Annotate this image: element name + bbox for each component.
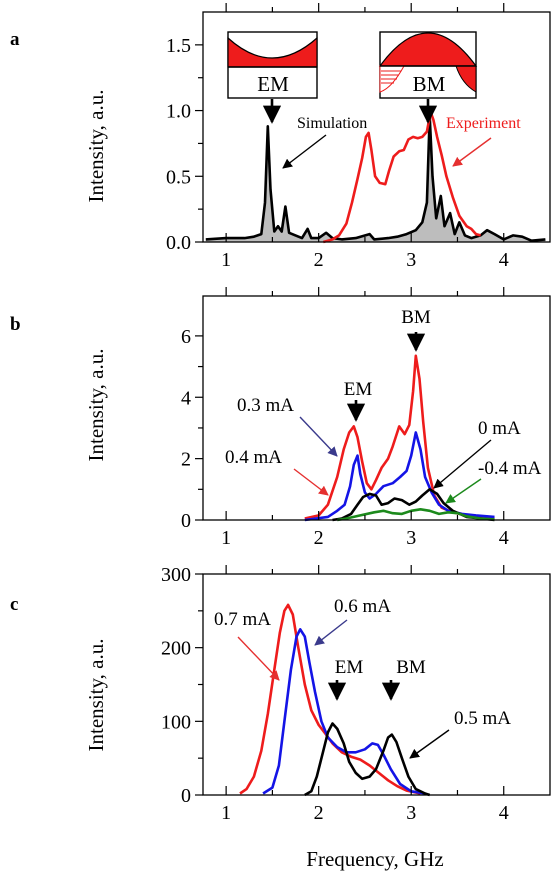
panel-a-series-0-line (205, 114, 546, 242)
label-0-4ma: 0.4 mA (225, 447, 282, 468)
bm-label-b: BM (401, 307, 431, 328)
panel-a-ylabel: Intensity, a.u. (84, 90, 108, 203)
bm-inset-label: BM (413, 72, 446, 96)
panel-a-xtick-label: 2 (314, 249, 324, 271)
panel-c-series-0-line (239, 603, 421, 795)
panel-c-letter: c (10, 594, 18, 615)
label-0-5ma: 0.5 mA (454, 708, 511, 729)
panel-b-xtick-label: 3 (406, 527, 416, 549)
label-0-7ma: 0.7 mA (214, 609, 271, 630)
arrow-minus-0-4ma (445, 478, 482, 504)
label-0ma: 0 mA (478, 418, 521, 439)
panel-b-ytick-label: 0 (181, 510, 191, 532)
simulation-label: Simulation (297, 115, 367, 132)
panel-a-frame (202, 11, 551, 243)
panel-b-series-3-line (336, 507, 495, 522)
panel-c-ytick-label: 100 (161, 711, 191, 733)
arrow-0-6ma (314, 619, 348, 646)
panel-c-axes: 1 2 3 4 0 100 200 300 (161, 564, 509, 824)
panel-c-series-1-line (262, 627, 426, 795)
panel-c-xtick-label: 2 (314, 802, 324, 824)
simulation-arrow (282, 134, 327, 169)
panel-b-xtick-label: 4 (499, 527, 509, 549)
arrow-0-4ma (293, 468, 329, 496)
panel-b-ytick-label: 6 (181, 326, 191, 348)
panel-c-ytick-label: 300 (161, 564, 191, 586)
panel-c-ytick-label: 0 (181, 785, 191, 807)
em-inset-label: EM (257, 72, 289, 96)
x-axis-label: Frequency, GHz (306, 847, 443, 871)
panel-b-letter: b (10, 314, 21, 335)
experiment-arrow (452, 137, 492, 167)
em-mode-inset: EM (227, 31, 318, 99)
panel-b-frame (202, 295, 551, 521)
panel-c-plot-area (239, 603, 431, 797)
arrow-0-7ma (237, 636, 280, 681)
experiment-label: Experiment (446, 115, 521, 132)
label-0-6ma: 0.6 mA (334, 596, 391, 617)
panel-b-xtick-label: 1 (221, 527, 231, 549)
panel-a-plot-area (205, 110, 546, 244)
arrow-0-3ma (299, 416, 338, 457)
panel-c-ylabel: Intensity, a.u. (84, 639, 108, 752)
bm-mode-inset: BM (378, 31, 478, 99)
panel-a-series-1-line (322, 110, 481, 244)
arrow-0-5ma (409, 729, 450, 759)
panel-a-xtick-label: 1 (221, 249, 231, 271)
em-label-c: EM (335, 657, 364, 678)
panel-a-axes: 1 2 3 4 0.0 0.5 1.0 1.5 (166, 3, 509, 271)
panel-a: a Intensity, a.u. 1 2 3 4 0.0 0.5 1.0 1.5 EM BM (10, 3, 551, 271)
panel-a-letter: a (10, 29, 20, 50)
panel-b-plot-area (304, 354, 495, 522)
label-minus-0-4ma: -0.4 mA (478, 458, 542, 479)
panel-c-series-2-line (304, 722, 431, 797)
panel-a-xtick-label: 4 (499, 249, 509, 271)
panel-b-series-0-line (304, 354, 495, 520)
panel-b-ytick-label: 2 (181, 449, 191, 471)
arrow-0ma (433, 439, 492, 489)
panel-c-ytick-label: 200 (161, 638, 191, 660)
panel-b-series-1-line (304, 431, 495, 522)
panel-b-ytick-label: 4 (181, 387, 191, 409)
panel-a-ytick-label: 0.0 (166, 232, 191, 254)
panel-a-xtick-label: 3 (406, 249, 416, 271)
panel-a-ytick-label: 0.5 (166, 166, 191, 188)
panel-b-series-2-line (332, 487, 495, 522)
panel-c-xtick-label: 4 (499, 802, 509, 824)
panel-c-xtick-label: 3 (406, 802, 416, 824)
label-0-3ma: 0.3 mA (237, 395, 294, 416)
panel-c-xtick-label: 1 (221, 802, 231, 824)
panel-a-ytick-label: 1.5 (166, 35, 191, 57)
panel-b-xtick-label: 2 (314, 527, 324, 549)
panel-a-ytick-label: 1.0 (166, 101, 191, 123)
em-label-b: EM (344, 379, 373, 400)
bm-label-c: BM (396, 657, 426, 678)
panel-b-ylabel: Intensity, a.u. (84, 349, 108, 462)
panel-c: c Intensity, a.u. 1 2 3 4 0 100 200 300 EM BM 0… (10, 564, 551, 871)
panel-b-axes: 1 2 3 4 0 2 4 6 (181, 287, 509, 549)
